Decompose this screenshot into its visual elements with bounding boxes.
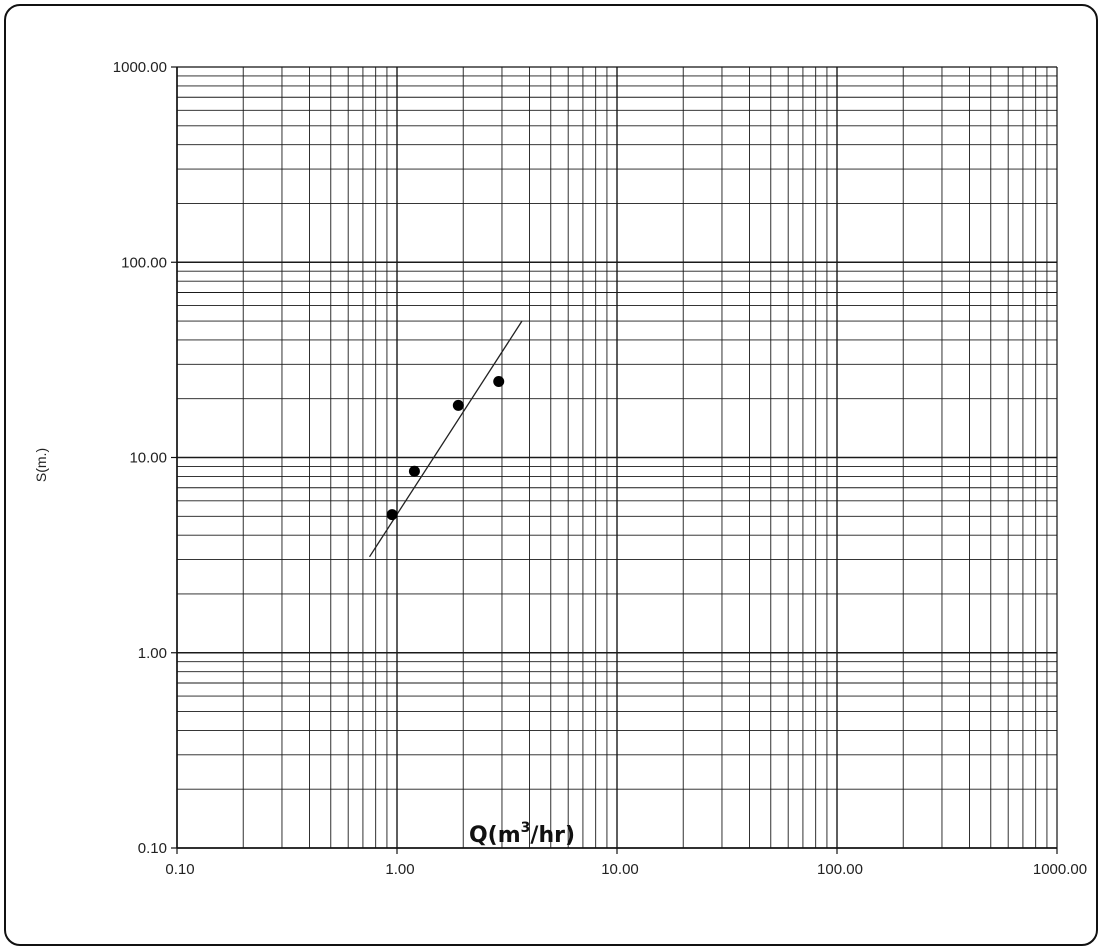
data-point [493, 376, 505, 388]
data-marks [368, 320, 523, 558]
y-tick-label: 100.00 [121, 254, 167, 271]
y-tick-label: 1.00 [138, 645, 167, 662]
axes [171, 66, 1058, 854]
y-tick-label: 10.00 [129, 450, 167, 467]
x-tick-label: 100.00 [817, 861, 863, 878]
data-point [386, 509, 398, 521]
y-tick-label: 0.10 [138, 840, 167, 857]
data-point [452, 399, 464, 411]
x-tick-label: 1000.00 [1033, 861, 1087, 878]
y-tick-labels: 0.10 1.00 10.00 100.00 1000.00 [113, 59, 167, 857]
y-tick-label: 1000.00 [113, 59, 167, 76]
x-axis-label-superscript: 3 [521, 820, 531, 836]
x-axis-label-tail: /hr) [530, 823, 575, 848]
grid-lines [176, 67, 1057, 849]
data-point [408, 465, 420, 477]
x-axis-label-base: Q(m [469, 823, 521, 848]
x-tick-label: 1.00 [385, 861, 414, 878]
fit-line [368, 320, 523, 558]
x-tick-label: 10.00 [601, 861, 639, 878]
chart-frame [4, 4, 1098, 946]
x-axis-label: Q(m3/hr) [469, 820, 575, 848]
x-tick-labels: 0.10 1.00 10.00 100.00 1000.00 [165, 861, 1087, 878]
y-axis-label: S(m.) [33, 448, 49, 482]
x-tick-label: 0.10 [165, 861, 194, 878]
